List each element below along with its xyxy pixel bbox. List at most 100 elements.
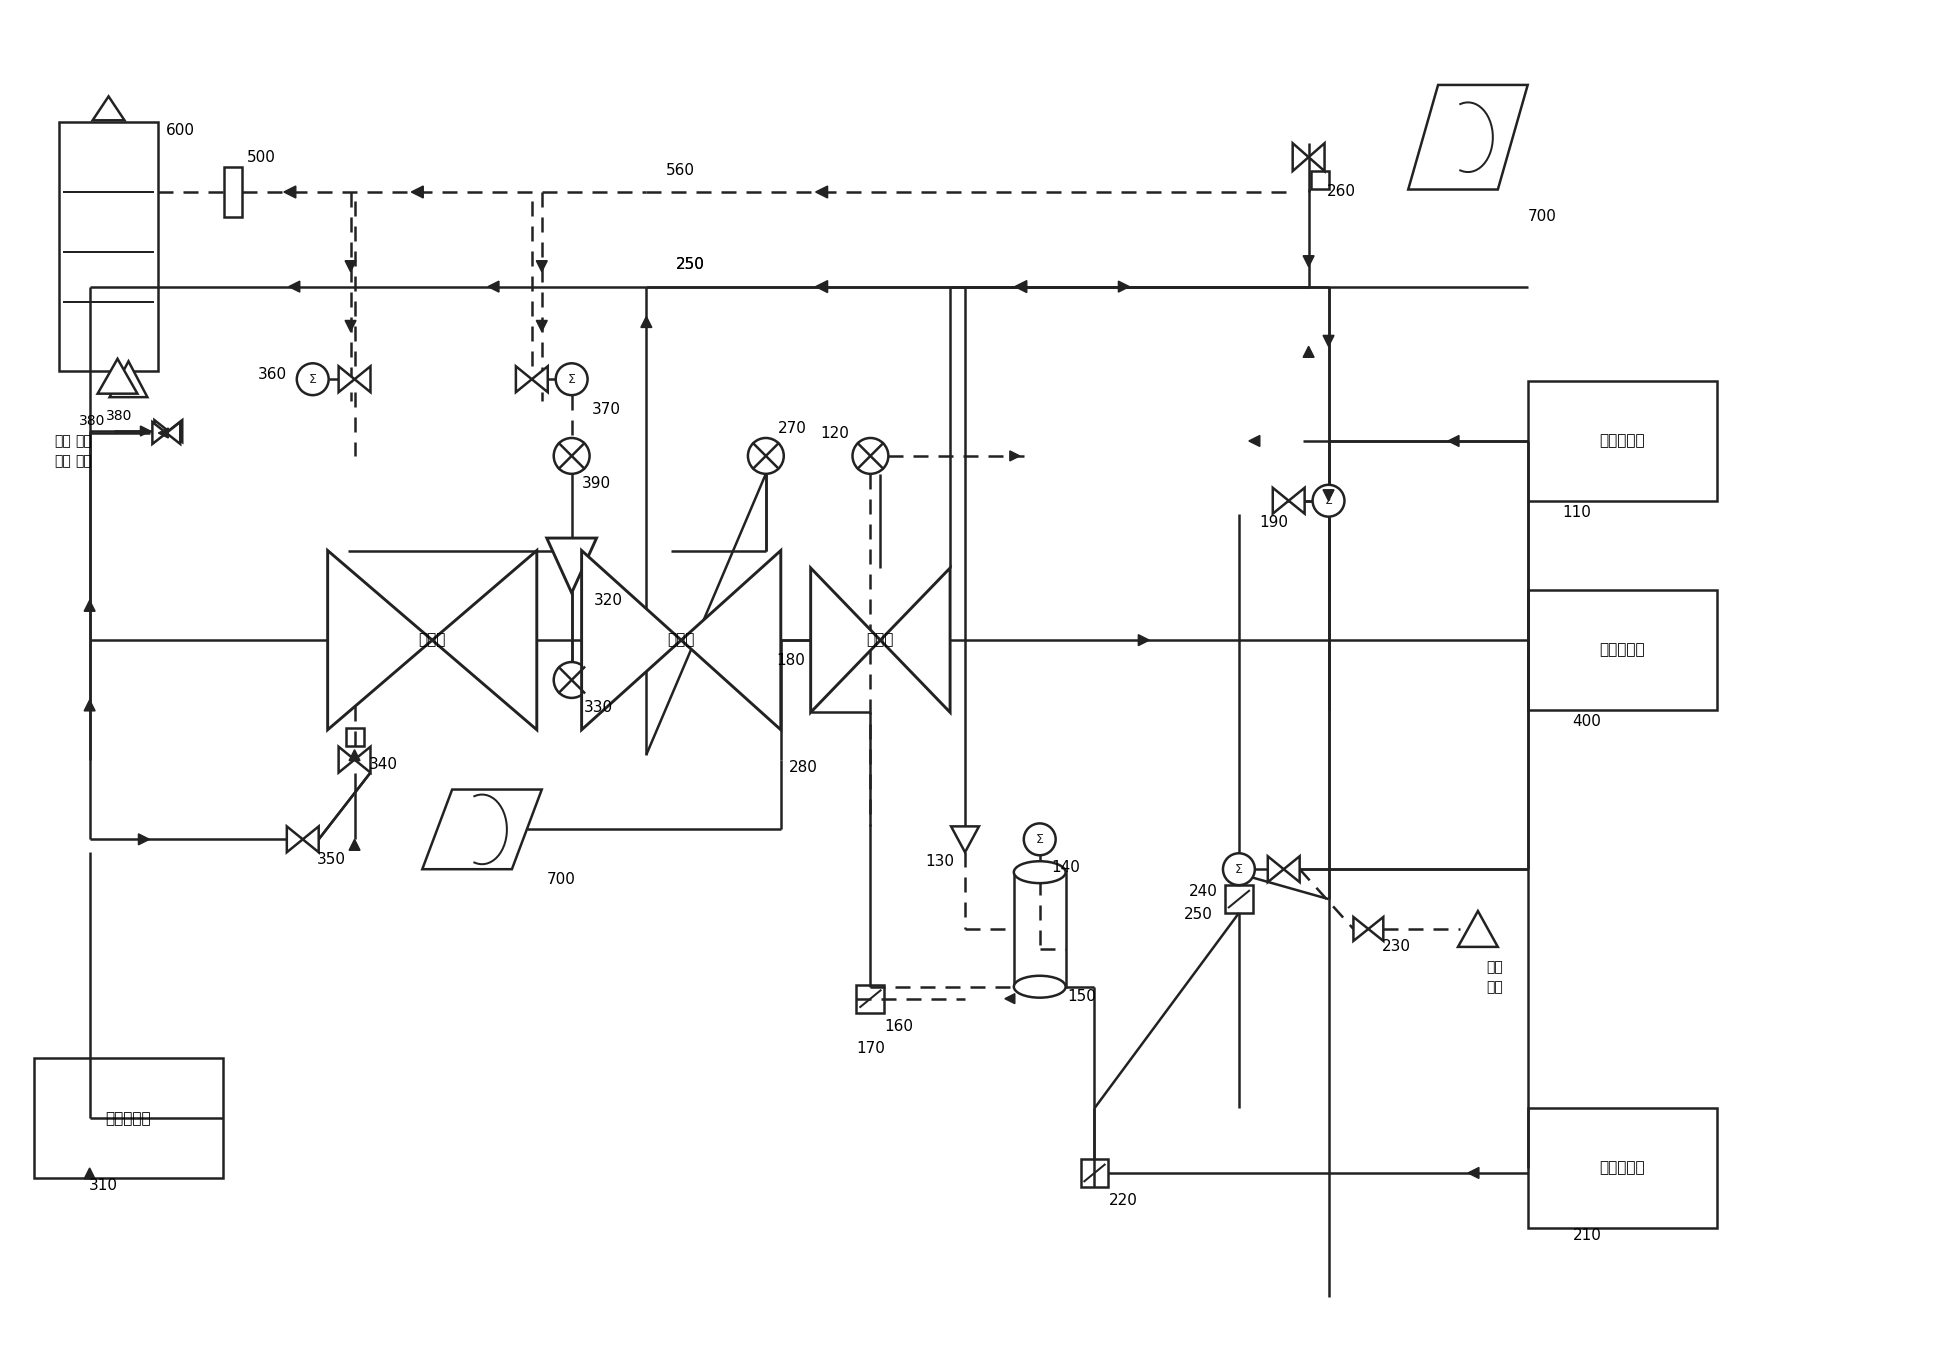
Bar (1014, 873, 1066, 986)
Polygon shape (1273, 488, 1288, 514)
Text: 250: 250 (675, 257, 704, 272)
Text: Σ: Σ (1325, 494, 1333, 507)
Polygon shape (354, 367, 370, 392)
Text: 中压过热器: 中压过热器 (1600, 1161, 1644, 1176)
Text: 700: 700 (547, 871, 576, 886)
Text: 380: 380 (78, 414, 105, 428)
Polygon shape (1249, 436, 1259, 446)
Text: Σ: Σ (309, 372, 317, 386)
Polygon shape (488, 281, 498, 292)
Text: 对空: 对空 (54, 434, 70, 448)
Text: 230: 230 (1382, 939, 1411, 954)
Text: 160: 160 (883, 1019, 913, 1034)
Polygon shape (354, 747, 370, 773)
Polygon shape (952, 827, 979, 852)
Polygon shape (304, 827, 319, 852)
Text: 280: 280 (788, 760, 817, 775)
Polygon shape (1288, 488, 1304, 514)
Polygon shape (286, 827, 304, 852)
Polygon shape (815, 185, 827, 198)
Circle shape (555, 662, 590, 698)
Polygon shape (1352, 917, 1368, 940)
Polygon shape (152, 422, 165, 444)
Circle shape (1024, 824, 1055, 855)
Polygon shape (815, 280, 827, 292)
Text: 310: 310 (90, 1178, 117, 1193)
Polygon shape (1448, 436, 1460, 446)
Text: 380: 380 (105, 409, 132, 423)
Text: 260: 260 (1327, 184, 1356, 199)
Polygon shape (284, 185, 296, 198)
Bar (1080, 1160, 1109, 1187)
Text: 排气: 排气 (54, 453, 70, 468)
Ellipse shape (1014, 976, 1066, 997)
Circle shape (298, 364, 329, 395)
Text: 低压缸: 低压缸 (418, 633, 446, 648)
Polygon shape (1467, 1168, 1479, 1178)
Bar (346, 728, 364, 746)
Polygon shape (811, 568, 880, 712)
Text: 180: 180 (776, 652, 806, 667)
Circle shape (852, 438, 889, 474)
Polygon shape (93, 96, 125, 120)
Polygon shape (547, 538, 597, 593)
Text: 390: 390 (582, 476, 611, 491)
Text: 220: 220 (1109, 1193, 1136, 1208)
Bar (58, 122, 158, 371)
Polygon shape (165, 422, 181, 444)
Polygon shape (1409, 85, 1528, 189)
Polygon shape (327, 551, 432, 729)
Circle shape (1314, 484, 1345, 517)
Text: 240: 240 (1189, 884, 1218, 898)
Text: 210: 210 (1572, 1229, 1602, 1243)
Polygon shape (422, 790, 541, 869)
Polygon shape (140, 426, 150, 436)
Text: 130: 130 (924, 854, 954, 869)
Polygon shape (880, 568, 950, 712)
Polygon shape (1304, 256, 1314, 267)
Text: 对空: 对空 (76, 434, 93, 448)
Text: 320: 320 (594, 593, 623, 607)
Text: 140: 140 (1051, 859, 1080, 874)
Text: 560: 560 (666, 162, 695, 177)
Circle shape (1222, 854, 1255, 885)
Polygon shape (537, 321, 547, 331)
Polygon shape (1010, 451, 1020, 461)
Text: 270: 270 (778, 421, 808, 436)
Polygon shape (344, 321, 356, 331)
Polygon shape (344, 261, 356, 272)
Text: 150: 150 (1068, 989, 1096, 1004)
Polygon shape (1138, 635, 1150, 645)
Text: 500: 500 (247, 150, 276, 165)
Polygon shape (1004, 993, 1014, 1004)
Polygon shape (348, 839, 360, 850)
Text: 330: 330 (584, 701, 613, 716)
Ellipse shape (1014, 862, 1066, 884)
Polygon shape (1323, 490, 1335, 501)
Bar (1528, 382, 1716, 501)
Polygon shape (288, 281, 300, 292)
Polygon shape (1014, 280, 1027, 292)
Text: Σ: Σ (568, 372, 576, 386)
Polygon shape (339, 747, 354, 773)
Polygon shape (1323, 336, 1335, 346)
Polygon shape (1368, 917, 1384, 940)
Text: 高压过热器: 高压过热器 (1600, 433, 1644, 448)
Text: 再热器单元: 再热器单元 (1600, 643, 1644, 658)
Bar (1310, 170, 1329, 189)
Polygon shape (582, 551, 681, 729)
Text: 对空: 对空 (1487, 959, 1502, 974)
Polygon shape (84, 700, 95, 710)
Text: 190: 190 (1259, 515, 1288, 530)
Text: 250: 250 (675, 257, 704, 272)
Polygon shape (411, 185, 424, 198)
Circle shape (557, 364, 588, 395)
Polygon shape (432, 551, 537, 729)
Circle shape (555, 438, 590, 474)
Bar (1528, 1108, 1716, 1227)
Polygon shape (348, 750, 360, 760)
Polygon shape (138, 833, 150, 844)
Polygon shape (154, 419, 167, 442)
Bar (224, 168, 241, 216)
Bar (856, 985, 883, 1012)
